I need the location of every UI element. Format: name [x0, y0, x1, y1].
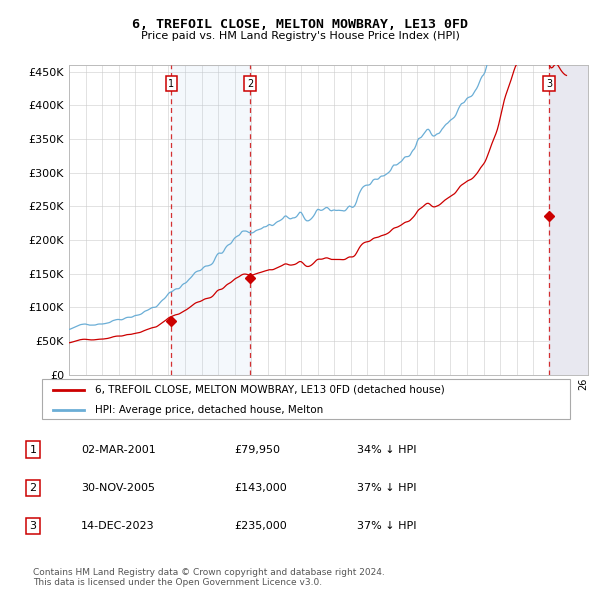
- Text: £235,000: £235,000: [234, 522, 287, 531]
- Text: 2: 2: [247, 78, 253, 88]
- Text: £143,000: £143,000: [234, 483, 287, 493]
- Text: 6, TREFOIL CLOSE, MELTON MOWBRAY, LE13 0FD (detached house): 6, TREFOIL CLOSE, MELTON MOWBRAY, LE13 0…: [95, 385, 445, 395]
- Text: 14-DEC-2023: 14-DEC-2023: [81, 522, 155, 531]
- Text: Contains HM Land Registry data © Crown copyright and database right 2024.
This d: Contains HM Land Registry data © Crown c…: [33, 568, 385, 587]
- Text: 2: 2: [29, 483, 37, 493]
- Text: Price paid vs. HM Land Registry's House Price Index (HPI): Price paid vs. HM Land Registry's House …: [140, 31, 460, 41]
- Bar: [549, 65, 592, 375]
- Text: 34% ↓ HPI: 34% ↓ HPI: [357, 445, 416, 454]
- Text: 37% ↓ HPI: 37% ↓ HPI: [357, 483, 416, 493]
- Text: 1: 1: [168, 78, 175, 88]
- Bar: [172, 65, 250, 375]
- Text: 6, TREFOIL CLOSE, MELTON MOWBRAY, LE13 0FD: 6, TREFOIL CLOSE, MELTON MOWBRAY, LE13 0…: [132, 18, 468, 31]
- Text: 1: 1: [29, 445, 37, 454]
- Text: HPI: Average price, detached house, Melton: HPI: Average price, detached house, Melt…: [95, 405, 323, 415]
- Text: 02-MAR-2001: 02-MAR-2001: [81, 445, 156, 454]
- Text: £79,950: £79,950: [234, 445, 280, 454]
- Bar: [549, 65, 592, 375]
- Text: 30-NOV-2005: 30-NOV-2005: [81, 483, 155, 493]
- Text: 3: 3: [29, 522, 37, 531]
- Text: 37% ↓ HPI: 37% ↓ HPI: [357, 522, 416, 531]
- Text: 3: 3: [546, 78, 552, 88]
